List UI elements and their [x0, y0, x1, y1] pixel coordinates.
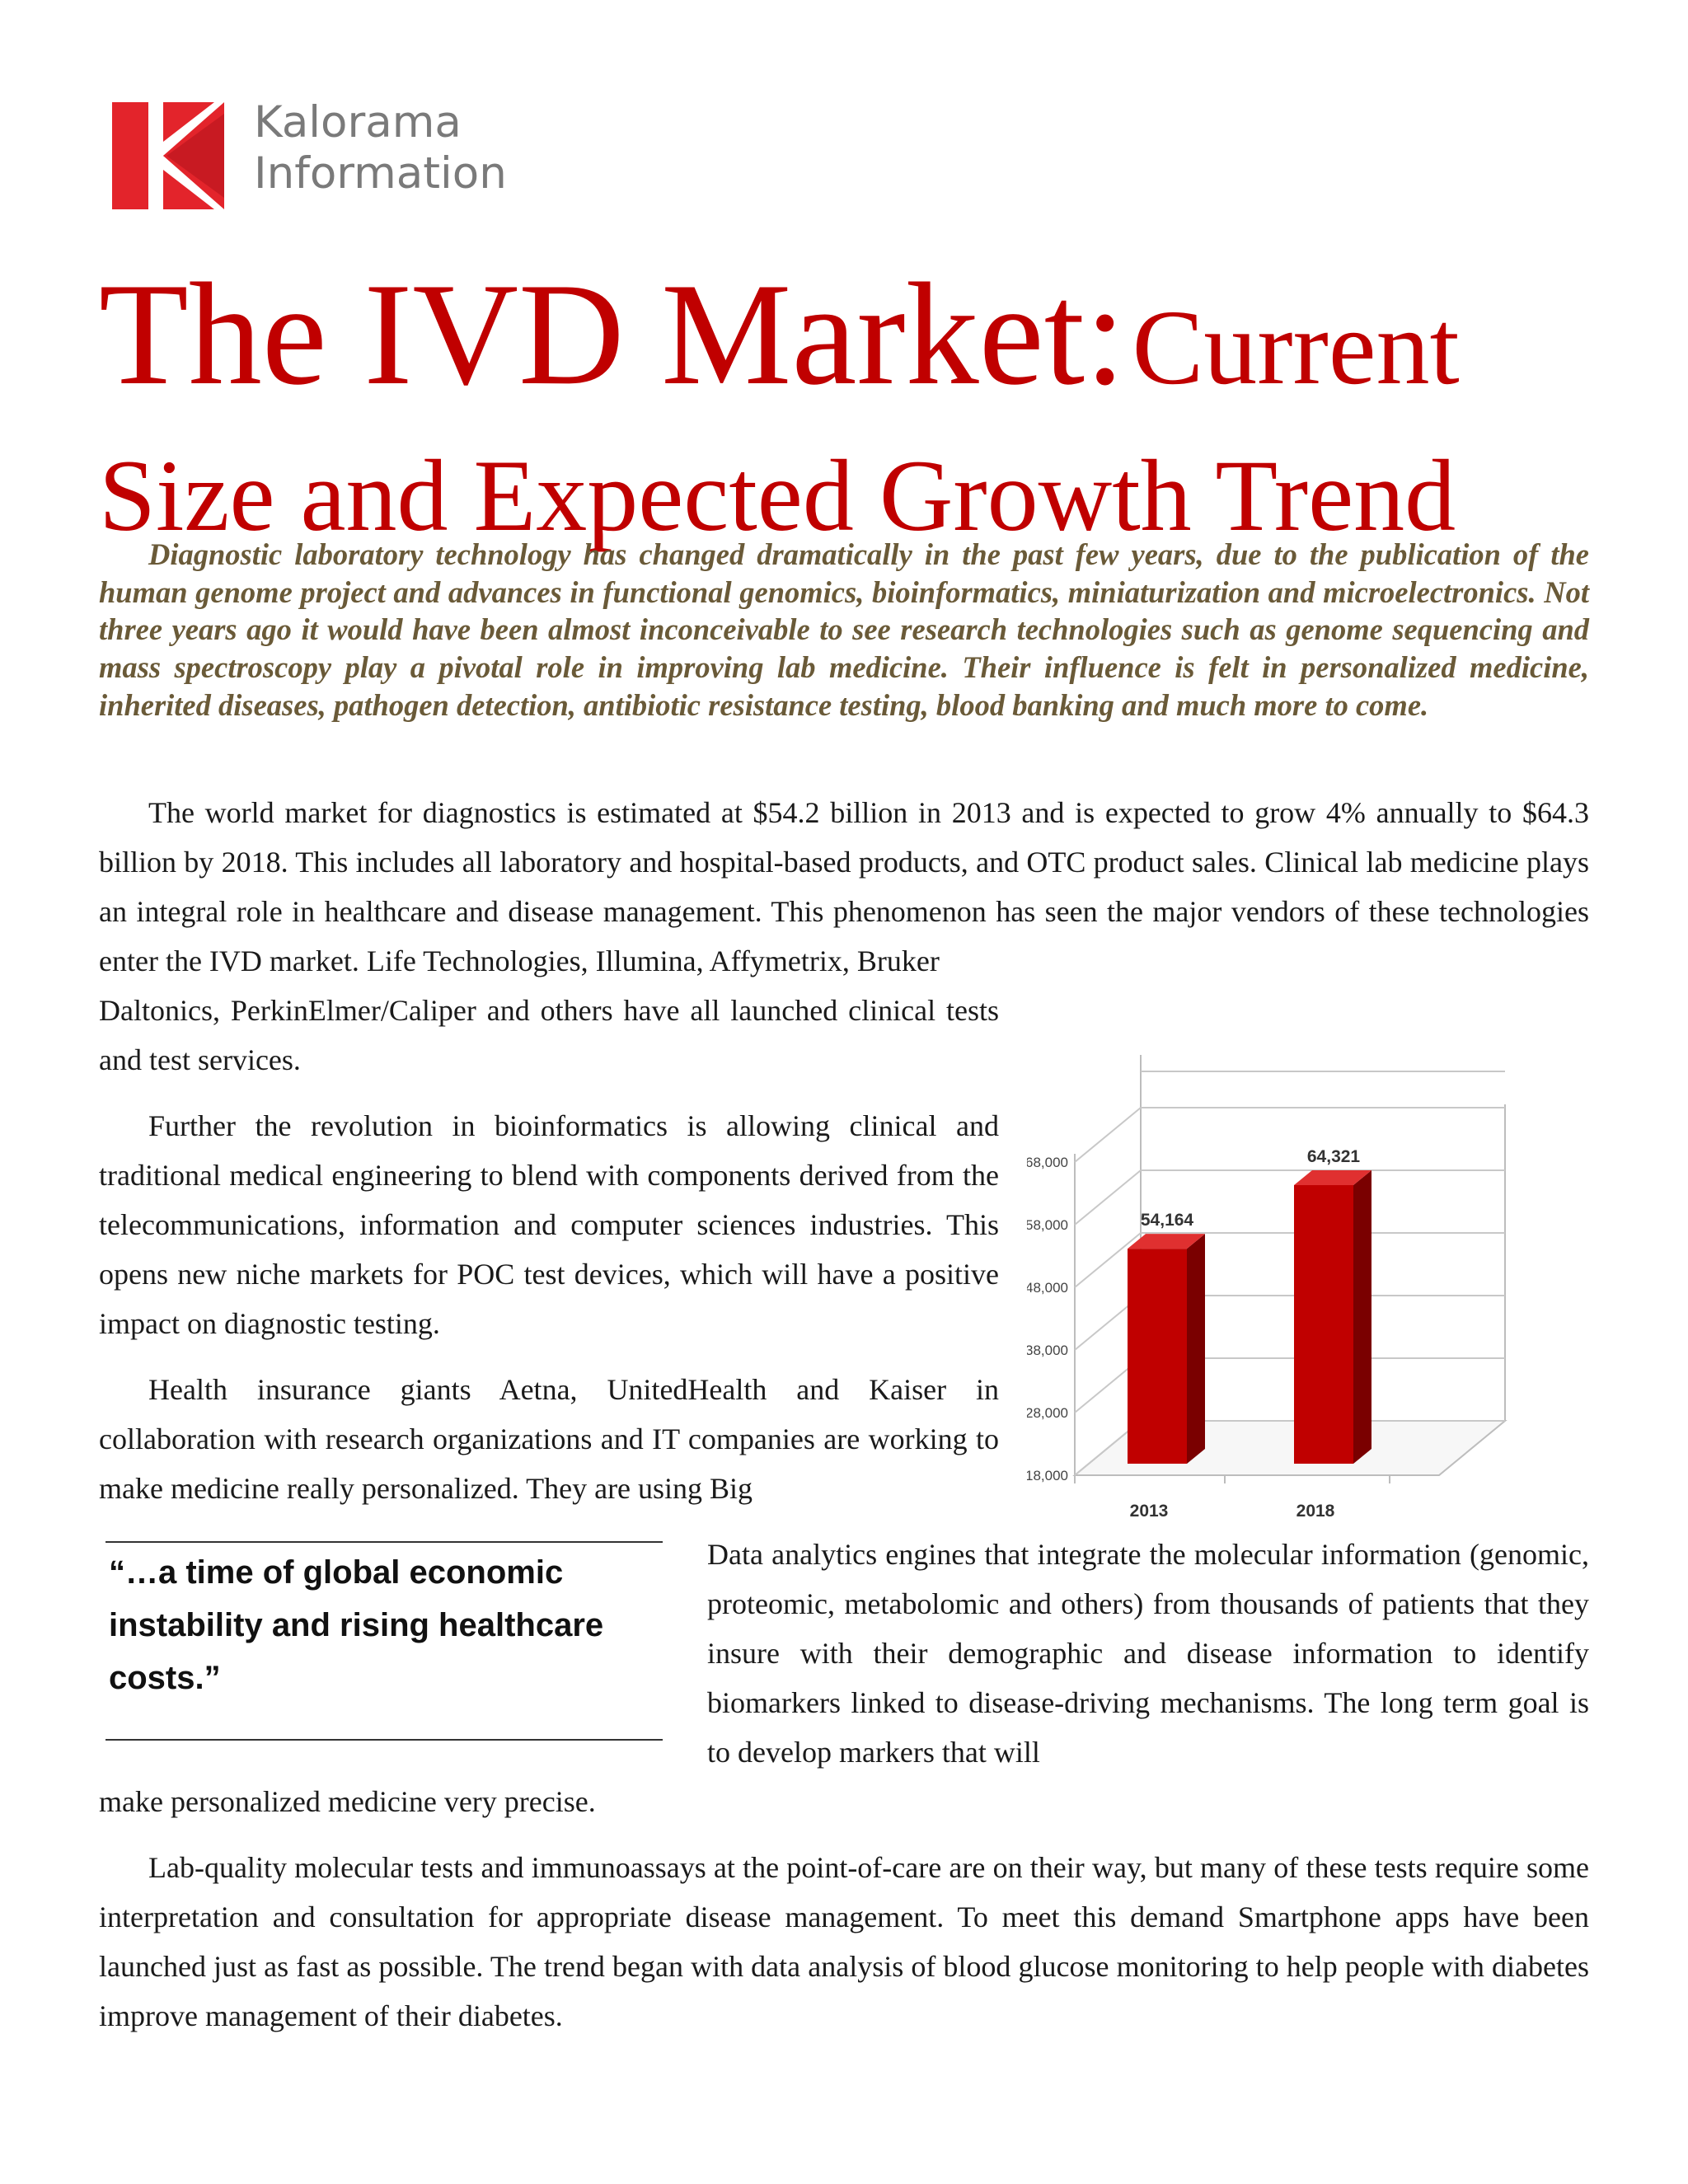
bar-side-2013	[1187, 1234, 1205, 1464]
pull-quote: “…a time of global economic instability …	[106, 1541, 663, 1741]
title-part-1: The IVD Market:	[99, 252, 1126, 415]
paragraph-market-size-cont: Daltonics, PerkinElmer/Caliper and other…	[99, 994, 999, 1076]
x-tick-label: 2013	[1130, 1502, 1169, 1521]
paragraph-big-data: Data analytics engines that integrate th…	[707, 1538, 1589, 1769]
paragraph-bioinformatics: Further the revolution in bioinformatics…	[99, 1109, 999, 1340]
y-tick-label: 48,000	[1027, 1280, 1068, 1296]
bar-2013	[1128, 1249, 1187, 1464]
chart-gridline-side	[1074, 1169, 1142, 1226]
page-title: The IVD Market: Current Size and Expecte…	[99, 254, 1615, 550]
paragraph-poc-tests: Lab-quality molecular tests and immunoas…	[99, 1851, 1589, 2032]
pull-quote-text: “…a time of global economic instability …	[109, 1554, 604, 1696]
logo-line-1: Kalorama	[254, 97, 462, 148]
market-bar-chart: 18,000 28,000 38,000 48,000 58,000 68,000 54,1…	[1025, 1050, 1507, 1521]
paragraph-insurance: Health insurance giants Aetna, UnitedHea…	[99, 1373, 999, 1505]
x-tick-label: 2018	[1296, 1502, 1335, 1521]
data-label: 54,164	[1141, 1211, 1194, 1230]
data-label: 64,321	[1307, 1147, 1361, 1166]
chart-gridline-side	[1074, 1232, 1142, 1288]
bar-top-2018	[1294, 1169, 1372, 1185]
y-tick-label: 58,000	[1027, 1217, 1068, 1233]
bar-2018	[1294, 1184, 1353, 1464]
y-tick-label: 38,000	[1027, 1343, 1068, 1358]
logo-text: Kalorama Information	[254, 97, 507, 199]
y-tick-label: 68,000	[1027, 1155, 1068, 1170]
paragraph-market-size: The world market for diagnostics is esti…	[99, 796, 1589, 977]
title-part-2: Current	[1132, 288, 1460, 407]
kalorama-k-icon	[112, 102, 224, 209]
paragraph-big-data-end: make personalized medicine very precise.	[99, 1785, 596, 1818]
chart-gridline-side	[1074, 1107, 1142, 1163]
title-line-2: Size and Expected Growth Trend	[99, 439, 1456, 552]
bar-side-2018	[1353, 1169, 1372, 1464]
intro-paragraph: Diagnostic laboratory technology has cha…	[99, 537, 1589, 722]
logo-line-2: Information	[254, 148, 507, 199]
market-chart: 18,000 28,000 38,000 48,000 58,000 68,000 54,1…	[1025, 1050, 1554, 1537]
company-logo: Kalorama Information	[112, 97, 507, 213]
y-tick-label: 18,000	[1027, 1468, 1068, 1483]
bar-top-2013	[1128, 1234, 1205, 1249]
y-tick-label: 28,000	[1027, 1405, 1068, 1421]
